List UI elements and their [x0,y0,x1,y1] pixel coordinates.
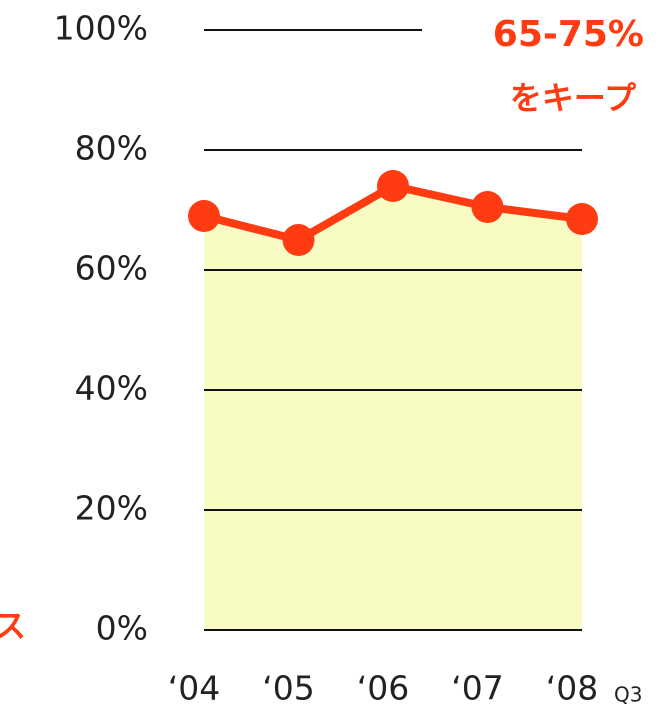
x-tick-label: ‘07 [451,669,503,708]
point [566,203,598,235]
point [188,200,220,232]
area [204,186,582,630]
x-tick-label: ‘06 [357,669,409,708]
point [282,224,315,256]
annotation: 65-75% [493,14,644,55]
y-tick-label: 20% [75,489,148,528]
point [471,191,504,223]
y-tick-label: 60% [75,249,148,288]
y-tick-label: 100% [54,9,148,48]
annotation: をキープ [510,79,637,117]
x-tick-label: ‘05 [262,669,314,708]
plot-layer [188,170,598,256]
annotation: ス [0,607,26,645]
x-tick-label: ‘08 [546,669,598,708]
point [377,170,409,202]
y-tick-label: 40% [75,369,148,408]
annotation-backdrop [422,8,666,56]
x-tick-label: ‘04 [168,669,220,708]
y-tick-label: 80% [75,129,148,168]
category-note: Q3 [614,683,642,707]
grid-layer: 0% 20% 40% 60% 80% 100% ‘04 ‘05 ‘06 ‘07 ‘08 [54,9,599,708]
y-tick-label: 0% [96,609,148,648]
